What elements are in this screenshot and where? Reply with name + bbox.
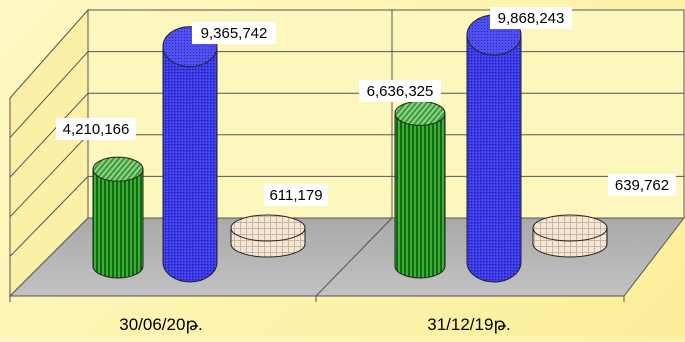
bar-top <box>532 214 608 242</box>
bar-0-0 <box>92 156 144 279</box>
bar-top <box>230 214 306 242</box>
bar-body <box>92 168 144 279</box>
data-label: 639,762 <box>608 174 676 196</box>
x-axis: 30/06/20թ. 31/12/19թ. <box>9 296 625 334</box>
bar-0-2 <box>230 214 306 258</box>
data-label-bg <box>490 7 572 29</box>
data-label-bg <box>264 184 328 206</box>
gridline-side <box>9 51 89 138</box>
data-label-text: 611,179 <box>269 187 322 204</box>
bar-top <box>92 156 144 182</box>
data-label: 4,210,166 <box>56 118 136 140</box>
floor-divider <box>315 217 393 297</box>
data-label: 9,868,243 <box>490 7 572 29</box>
gridline-side <box>9 134 89 218</box>
gridline-side <box>9 92 89 178</box>
bar-1-2 <box>532 214 608 258</box>
data-label-text: 639,762 <box>615 177 669 194</box>
data-label: 6,636,325 <box>359 80 441 102</box>
x-tick-label: 31/12/19թ. <box>427 315 510 334</box>
data-labels-layer: 4,210,166 9,365,742 611,179 6,636,325 9,868,… <box>56 7 676 206</box>
data-label: 611,179 <box>264 184 328 206</box>
x-tick-label: 30/06/20թ. <box>119 315 202 334</box>
bar-body <box>466 34 522 283</box>
data-label-bg <box>608 174 676 196</box>
data-label-bg <box>192 22 276 44</box>
bar-body <box>394 112 446 279</box>
bar-1-0 <box>394 100 446 279</box>
data-label-text: 9,868,243 <box>498 10 565 27</box>
data-label-text: 4,210,166 <box>63 121 130 138</box>
data-label-bg <box>359 80 441 102</box>
bar-0-1 <box>162 26 218 283</box>
gridline-side <box>9 176 89 257</box>
data-label: 9,365,742 <box>192 22 276 44</box>
bar-body <box>162 46 218 283</box>
bar-1-1 <box>466 14 522 283</box>
data-label-text: 6,636,325 <box>367 83 434 100</box>
bar-top <box>394 100 446 126</box>
data-label-bg <box>56 118 136 140</box>
data-label-text: 9,365,742 <box>201 25 268 42</box>
